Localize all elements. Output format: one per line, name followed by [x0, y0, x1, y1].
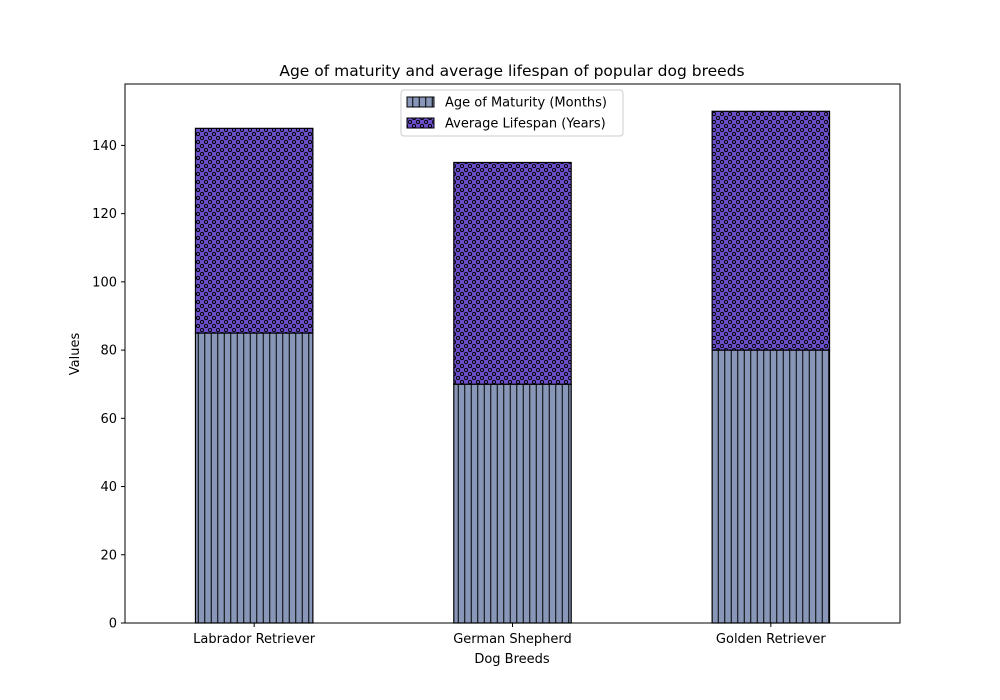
legend-label: Age of Maturity (Months): [445, 96, 607, 111]
x-tick-label: Labrador Retriever: [193, 632, 316, 647]
bar-maturity-0: [194, 332, 314, 624]
y-tick-label: 80: [100, 344, 117, 359]
y-axis: 0 20 40 60 80 100 120 140: [92, 139, 125, 632]
chart-title: Age of maturity and average lifespan of …: [279, 62, 744, 80]
plot-frame: [124, 83, 901, 624]
y-tick-label: 0: [109, 617, 117, 632]
bars-group: [194, 110, 831, 624]
x-axis: Labrador Retriever German Shepherd Golden …: [193, 623, 826, 647]
y-tick-label: 20: [100, 548, 117, 563]
legend-swatch: [406, 96, 435, 108]
y-tick-label: 100: [92, 275, 117, 290]
y-axis-label: Values: [68, 333, 83, 376]
legend-swatch: [406, 117, 435, 129]
bar-maturity-1: [453, 383, 572, 624]
bar-maturity-2: [711, 349, 831, 624]
bar-lifespan-0: [194, 127, 314, 334]
bar-lifespan-1: [453, 161, 572, 385]
y-tick-label: 40: [100, 480, 117, 495]
y-tick-label: 60: [100, 412, 117, 427]
x-tick-label: Golden Retriever: [716, 632, 826, 647]
x-tick-label: German Shepherd: [453, 632, 572, 647]
bar-lifespan-2: [711, 110, 831, 351]
legend: Age of Maturity (Months) Average Lifespan…: [400, 89, 624, 137]
y-tick-label: 140: [92, 139, 117, 154]
legend-box: [400, 89, 624, 137]
y-tick-label: 120: [92, 207, 117, 222]
legend-label: Average Lifespan (Years): [445, 117, 606, 132]
x-axis-label: Dog Breeds: [474, 652, 550, 667]
